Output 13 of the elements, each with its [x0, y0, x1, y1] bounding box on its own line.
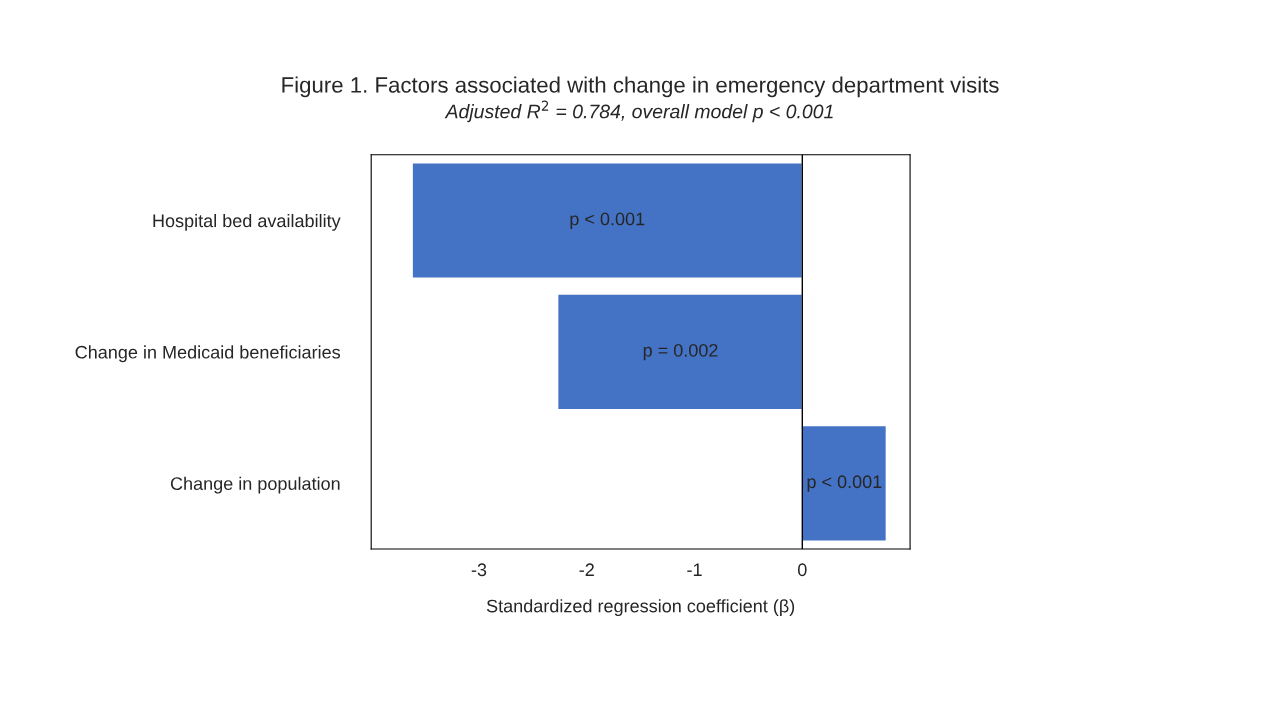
chart-title: Figure 1. Factors associated with change in emergency department visits	[282, 76, 999, 98]
x-tick-label: -3	[471, 563, 487, 577]
annotation: p < 0.001	[807, 475, 882, 492]
annotation: p = 0.002	[643, 343, 718, 361]
x-tick-label: -1	[687, 563, 702, 576]
x-axis-title: Standardized regression coefficient (β)	[486, 599, 795, 616]
annotation: p < 0.001	[570, 212, 645, 229]
y-tick-label: Hospital bed availability	[153, 213, 341, 231]
y-tick-label: Change in population	[170, 476, 340, 494]
x-tick-label: 0	[797, 563, 807, 577]
chart-subtitle: Adjusted R$^{2}$ = 0.784, overall model p < 0.001	[444, 100, 833, 123]
y-tick-label: Change in Medicaid beneficiaries	[75, 345, 341, 363]
x-tick-label: -2	[579, 563, 594, 576]
